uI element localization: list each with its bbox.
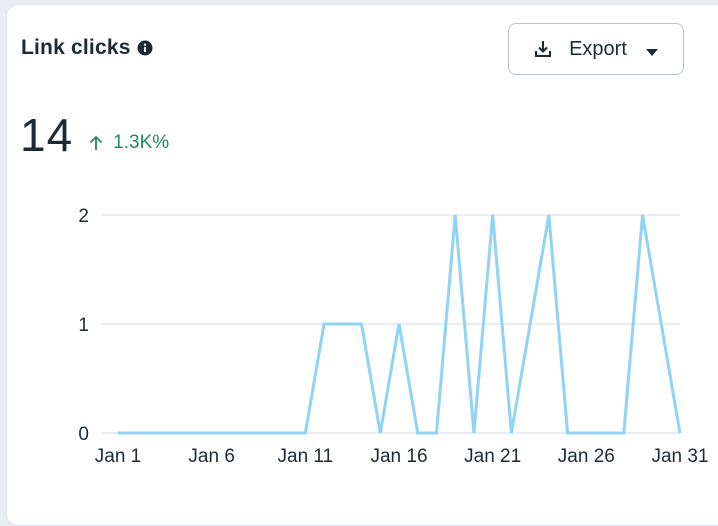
x-tick-label: Jan 31 [651,446,708,467]
x-tick-label: Jan 26 [558,446,615,467]
chart-y-axis: 0 1 2 [78,206,89,445]
x-tick-label: Jan 16 [370,446,427,467]
y-tick-label: 0 [78,424,89,445]
x-tick-label: Jan 21 [464,446,521,467]
x-tick-label: Jan 6 [188,446,234,467]
x-tick-label: Jan 1 [95,446,141,467]
y-tick-label: 2 [78,206,89,227]
chart-x-axis: Jan 1 Jan 6 Jan 11 Jan 16 Jan 21 Jan 26 Jan 31 [95,446,709,467]
x-tick-label: Jan 11 [278,446,334,467]
chart-gridlines [101,215,680,433]
y-tick-label: 1 [78,315,89,336]
